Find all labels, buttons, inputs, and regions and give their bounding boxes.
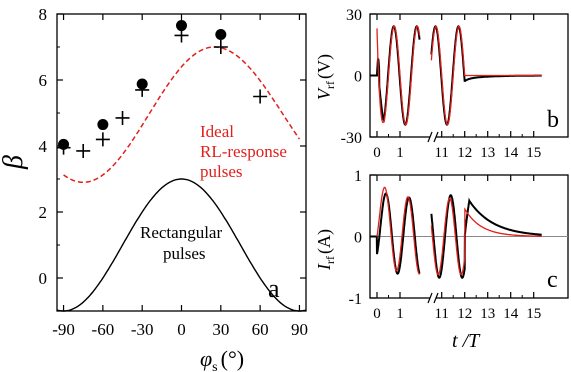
panel-b-xtick-label: 13 bbox=[480, 145, 495, 161]
panel-c-ylabel-unit: (A) bbox=[314, 229, 335, 254]
panel-b-ylabel: Vrf (V) bbox=[314, 54, 337, 100]
panel-c-xtick-label: 1 bbox=[396, 306, 404, 322]
panel-a-xtick-label: -90 bbox=[52, 320, 75, 339]
panel-a-xtick-label: 60 bbox=[252, 320, 269, 339]
panel-a-ytick-label: 4 bbox=[39, 137, 48, 156]
plus-data-point bbox=[115, 110, 130, 125]
plus-data-point bbox=[213, 40, 228, 54]
plus-data-point bbox=[174, 28, 189, 43]
panel-b-ytick-label: -30 bbox=[341, 130, 362, 147]
panel-b-axis-break bbox=[427, 131, 439, 143]
ideal-label-line2: RL-response bbox=[200, 142, 287, 161]
panel-b-axis-break-gap bbox=[430, 132, 436, 142]
panel-c-ytick-label: -1 bbox=[349, 291, 362, 308]
panel-a-ytick-label: 8 bbox=[39, 5, 48, 24]
panel-c-axis-break-gap bbox=[430, 293, 436, 303]
panel-c-xtick-label: 14 bbox=[503, 306, 519, 322]
current-ideal-curve bbox=[430, 197, 542, 276]
panel-b-ytick-label: 30 bbox=[346, 7, 362, 24]
panel-c-xtick-label: 15 bbox=[526, 306, 541, 322]
panel-b-xtick-label: 11 bbox=[434, 145, 448, 161]
panel-c-xlabel: t /T bbox=[452, 330, 481, 352]
panel-c-xtick-label: 12 bbox=[457, 306, 472, 322]
panel-c-ytick-label: 1 bbox=[354, 168, 362, 185]
panel-a-frame bbox=[56, 13, 307, 312]
panel-a-xlabel-sub: s bbox=[212, 360, 217, 372]
rect-label-line1: Rectangular bbox=[140, 223, 222, 242]
panel-b-xtick-label: 1 bbox=[396, 145, 404, 161]
panel-a-xlabel-unit: (°) bbox=[221, 346, 244, 371]
panel-c-letter: c bbox=[547, 267, 558, 293]
panel-c-xtick-label: 0 bbox=[373, 306, 381, 322]
rect-label-line2: pulses bbox=[163, 244, 206, 263]
panel-b-xtick-label: 12 bbox=[457, 145, 472, 161]
panel-a-ytick-label: 6 bbox=[39, 71, 48, 90]
panel-b-ytick-label: 0 bbox=[354, 69, 362, 86]
voltage-ideal-curve bbox=[430, 25, 542, 126]
panel-a-letter: a bbox=[268, 274, 280, 303]
rectangular-pulse-curve bbox=[56, 178, 307, 312]
plus-data-point bbox=[76, 143, 91, 158]
panel-a-xtick-label: -30 bbox=[131, 320, 154, 339]
panel-c-ylabel: Irf (A) bbox=[314, 229, 337, 271]
plus-data-point bbox=[95, 132, 110, 147]
panel-a-xtick-label: 30 bbox=[212, 320, 229, 339]
plus-data-point bbox=[56, 140, 71, 155]
panel-a-xlabel: φs (°) bbox=[200, 346, 244, 372]
current-measured-curve bbox=[430, 194, 542, 279]
panel-c-xtick-label: 11 bbox=[434, 306, 448, 322]
ideal-pulse-curve bbox=[63, 46, 301, 184]
panel-c-xlabel-symbol: t bbox=[452, 330, 458, 352]
panel-a-ytick-label: 2 bbox=[39, 203, 48, 222]
circle-data-point bbox=[176, 20, 187, 32]
circle-data-point bbox=[215, 28, 227, 40]
voltage-ideal-curve bbox=[376, 25, 421, 126]
panel-c-xtick-label: 13 bbox=[480, 306, 495, 322]
panel-b-ylabel-symbol: V bbox=[314, 87, 334, 100]
plus-data-point bbox=[135, 82, 150, 97]
panel-a: -90 -60 -30 0 30 60 90 0 2 4 6 8 β φs (°) Ideal RL-r… bbox=[0, 5, 308, 372]
panel-c-ytick-label: 0 bbox=[354, 230, 362, 247]
panel-a-xtick-label: 90 bbox=[291, 320, 308, 339]
panel-c-xlabel-rest: /T bbox=[458, 330, 482, 352]
circle-data-point bbox=[97, 119, 109, 131]
panel-c-ylabel-symbol: I bbox=[314, 263, 334, 271]
current-ideal-curve bbox=[376, 186, 420, 275]
ideal-label-line3: pulses bbox=[200, 162, 243, 181]
panel-b-xtick-label: 14 bbox=[503, 145, 519, 161]
panel-c-ylabel-sub: rf bbox=[323, 256, 337, 264]
panel-c-axis-break bbox=[427, 292, 439, 304]
panel-a-ylabel: β bbox=[0, 155, 29, 170]
plus-data-point bbox=[253, 89, 268, 104]
panel-a-ytick-label: 0 bbox=[39, 269, 48, 288]
panel-b-letter: b bbox=[547, 107, 559, 133]
ideal-label-line1: Ideal bbox=[200, 122, 234, 141]
panel-b-xtick-label: 15 bbox=[526, 145, 541, 161]
panel-a-xlabel-symbol: φ bbox=[200, 346, 212, 371]
panel-a-xtick-label: -60 bbox=[92, 320, 115, 339]
panel-b-xtick-label: 0 bbox=[373, 145, 381, 161]
panel-b-ylabel-sub: rf bbox=[323, 81, 337, 89]
panel-b-ylabel-unit: (V) bbox=[314, 54, 335, 79]
panel-a-xtick-label: 0 bbox=[177, 320, 186, 339]
